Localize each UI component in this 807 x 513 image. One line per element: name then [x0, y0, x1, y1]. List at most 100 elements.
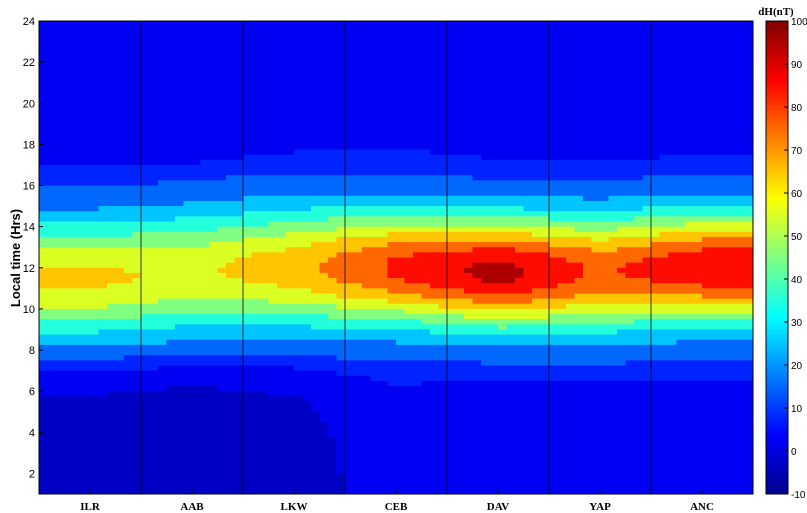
contour-cell: [234, 452, 244, 459]
contour-cell: [430, 159, 440, 166]
contour-cell: [268, 247, 278, 253]
contour-cell: [396, 77, 406, 84]
contour-cell: [132, 226, 142, 233]
contour-cell: [132, 396, 142, 403]
contour-cell: [124, 293, 134, 300]
contour-cell: [124, 380, 134, 387]
contour-cell: [489, 216, 499, 223]
contour-cell: [294, 164, 304, 171]
contour-cell: [39, 226, 49, 233]
contour-cell: [175, 21, 185, 27]
contour-cell: [209, 298, 219, 305]
contour-cell: [47, 128, 57, 135]
contour-cell: [141, 62, 151, 68]
contour-cell: [489, 185, 499, 192]
contour-cell: [277, 308, 287, 315]
contour-cell: [98, 257, 108, 264]
contour-cell: [47, 247, 57, 253]
contour-cell: [319, 144, 329, 151]
contour-cell: [226, 344, 236, 351]
contour-cell: [192, 144, 202, 151]
contour-cell: [294, 473, 304, 480]
contour-cell: [421, 72, 431, 79]
contour-cell: [149, 242, 159, 248]
contour-cell: [209, 483, 219, 490]
contour-cell: [260, 283, 270, 289]
contour-cell: [183, 319, 193, 325]
contour-cell: [353, 154, 363, 161]
contour-cell: [447, 82, 457, 89]
contour-cell: [64, 170, 74, 176]
contour-cell: [90, 303, 100, 310]
contour-cell: [107, 62, 117, 68]
contour-cell: [234, 128, 244, 135]
contour-cell: [404, 344, 414, 351]
contour-cell: [464, 62, 474, 68]
contour-cell: [64, 380, 74, 387]
contour-cell: [396, 21, 406, 27]
contour-cell: [192, 185, 202, 192]
contour-cell: [243, 375, 253, 382]
contour-cell: [430, 267, 440, 274]
contour-cell: [98, 473, 108, 480]
contour-cell: [183, 123, 193, 130]
contour-cell: [498, 31, 508, 38]
contour-cell: [268, 56, 278, 63]
contour-cell: [328, 283, 338, 289]
contour-cell: [345, 329, 355, 336]
contour-cell: [396, 411, 406, 418]
contour-cell: [47, 200, 57, 207]
contour-cell: [285, 427, 295, 433]
contour-cell: [192, 200, 202, 207]
contour-cell: [311, 200, 321, 207]
contour-cell: [234, 139, 244, 145]
contour-cell: [447, 463, 457, 469]
contour-cell: [345, 442, 355, 449]
contour-cell: [64, 134, 74, 140]
contour-cell: [251, 406, 261, 413]
contour-cell: [336, 416, 346, 423]
contour-cell: [183, 339, 193, 346]
contour-cell: [294, 242, 304, 248]
contour-cell: [98, 82, 108, 89]
contour-cell: [319, 236, 329, 243]
contour-cell: [387, 365, 397, 372]
contour-cell: [464, 46, 474, 53]
contour-cell: [294, 478, 304, 485]
contour-cell: [124, 128, 134, 135]
contour-cell: [362, 108, 372, 115]
contour-cell: [192, 272, 202, 279]
contour-cell: [175, 314, 185, 320]
contour-cell: [294, 206, 304, 212]
contour-cell: [98, 103, 108, 109]
contour-cell: [396, 370, 406, 377]
contour-cell: [455, 164, 465, 171]
contour-cell: [285, 247, 295, 253]
contour-cell: [200, 108, 210, 115]
contour-cell: [285, 283, 295, 289]
contour-cell: [489, 314, 499, 320]
contour-cell: [328, 236, 338, 243]
contour-cell: [175, 175, 185, 181]
contour-cell: [413, 308, 423, 315]
contour-cell: [489, 41, 499, 48]
contour-cell: [192, 308, 202, 315]
contour-cell: [362, 226, 372, 233]
contour-cell: [413, 26, 423, 32]
contour-cell: [98, 164, 108, 171]
contour-cell: [217, 262, 227, 269]
contour-cell: [362, 293, 372, 300]
contour-cell: [489, 226, 499, 233]
contour-cell: [251, 108, 261, 115]
contour-cell: [39, 365, 49, 372]
contour-cell: [115, 339, 125, 346]
contour-cell: [64, 319, 74, 325]
contour-cell: [277, 195, 287, 202]
contour-cell: [124, 149, 134, 156]
contour-cell: [370, 319, 380, 325]
contour-cell: [438, 26, 448, 32]
contour-cell: [464, 391, 474, 397]
contour-cell: [166, 360, 176, 367]
contour-cell: [455, 216, 465, 223]
contour-cell: [379, 447, 389, 454]
